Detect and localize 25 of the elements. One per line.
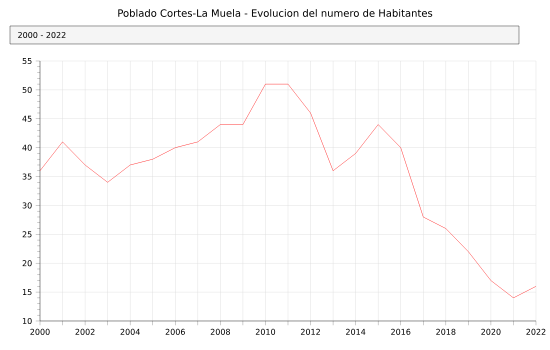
x-tick-label: 2000: [30, 328, 50, 335]
y-tick-label: 25: [22, 231, 32, 238]
chart-title: Poblado Cortes-La Muela - Evolucion del numero de Habitantes: [118, 9, 432, 17]
y-tick-label: 15: [22, 289, 32, 296]
y-tick-label: 30: [22, 202, 32, 208]
x-tick-label: 2022: [526, 328, 546, 335]
y-tick-label: 50: [22, 86, 32, 93]
x-tick-label: 2004: [120, 328, 140, 335]
y-tick-label: 20: [22, 260, 32, 266]
x-tick-label: 2012: [300, 328, 320, 335]
x-tick-label: 2002: [75, 328, 94, 335]
x-tick-label: 2020: [481, 328, 501, 335]
x-tick-label: 2018: [436, 328, 456, 335]
y-tick-label: 35: [22, 174, 32, 180]
text: 2000 - 2022: [18, 32, 66, 38]
x-tick-label: 2016: [391, 328, 410, 335]
x-tick-label: 2014: [346, 328, 366, 335]
y-tick-label: 45: [22, 116, 32, 122]
line-series: [40, 84, 536, 298]
x-tick-label: 2006: [166, 328, 185, 335]
y-tick-label: 55: [22, 58, 32, 64]
x-tick-label: 2010: [256, 328, 276, 335]
x-tick-label: 2008: [210, 328, 230, 335]
y-tick-label: 10: [22, 318, 32, 324]
y-tick-label: 40: [22, 144, 32, 151]
